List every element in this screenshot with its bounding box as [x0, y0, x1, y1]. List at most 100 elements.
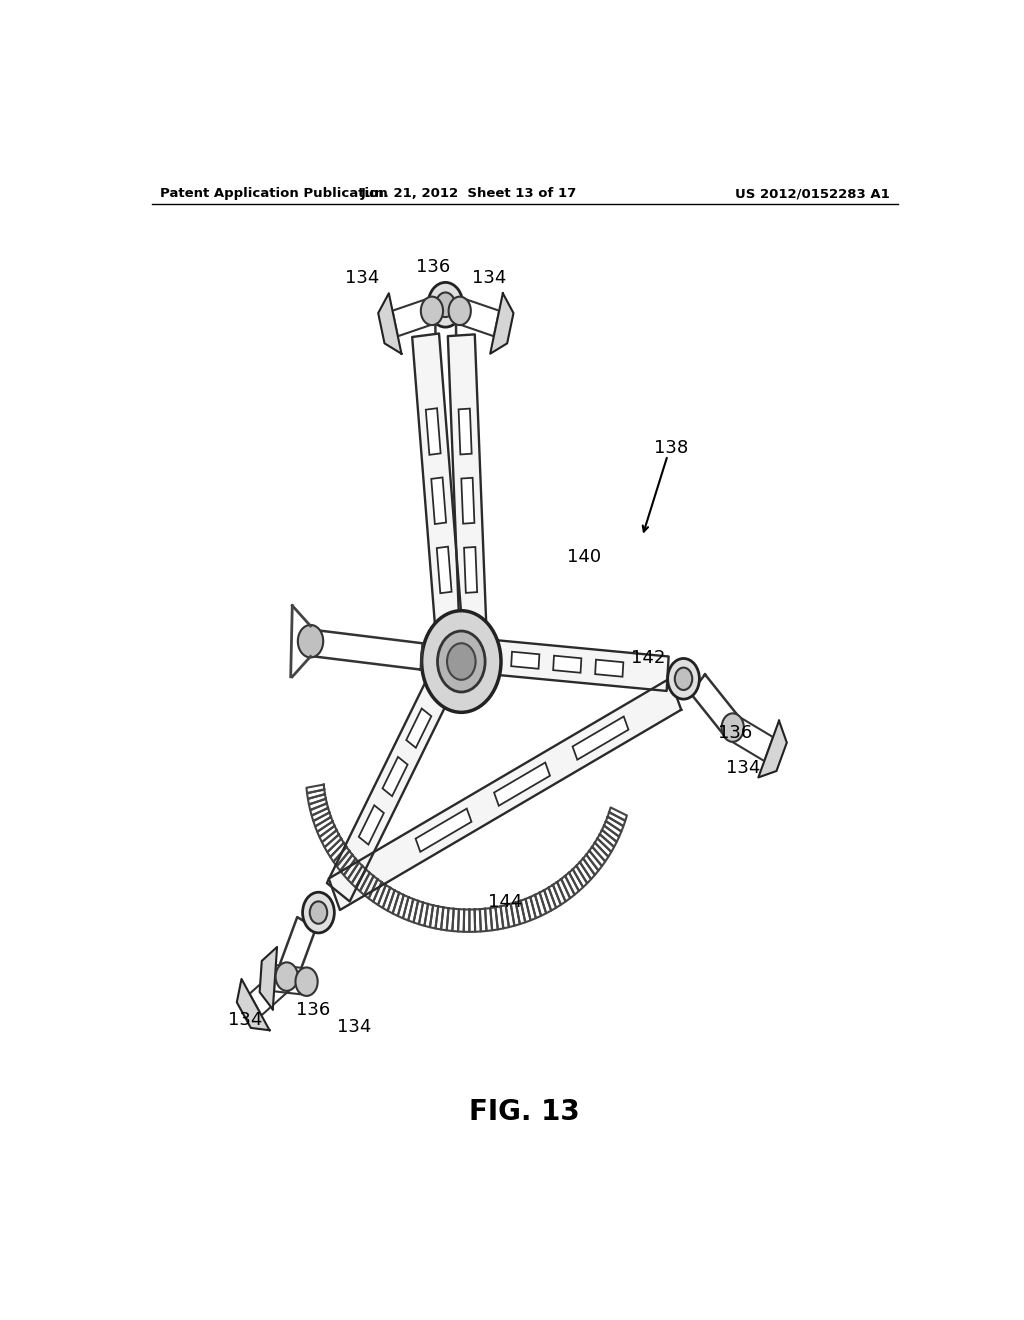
Polygon shape: [583, 854, 598, 875]
Polygon shape: [430, 906, 438, 928]
Polygon shape: [595, 660, 624, 677]
Polygon shape: [278, 917, 315, 982]
Polygon shape: [553, 656, 582, 673]
Polygon shape: [469, 909, 475, 932]
Circle shape: [421, 297, 443, 325]
Polygon shape: [337, 851, 352, 871]
Polygon shape: [506, 904, 514, 927]
Polygon shape: [414, 900, 423, 924]
Polygon shape: [759, 721, 786, 777]
Polygon shape: [586, 850, 602, 870]
Polygon shape: [464, 909, 470, 932]
Text: 136: 136: [296, 1001, 330, 1019]
Text: 134: 134: [337, 1019, 372, 1036]
Text: 144: 144: [487, 894, 522, 911]
Polygon shape: [464, 546, 477, 593]
Circle shape: [668, 659, 699, 700]
Polygon shape: [520, 899, 530, 923]
Polygon shape: [392, 298, 434, 337]
Polygon shape: [325, 834, 341, 851]
Polygon shape: [425, 904, 433, 927]
Polygon shape: [441, 907, 449, 931]
Text: 134: 134: [726, 759, 760, 777]
Polygon shape: [393, 892, 403, 916]
Polygon shape: [525, 896, 536, 920]
Polygon shape: [351, 866, 366, 887]
Circle shape: [447, 643, 475, 680]
Polygon shape: [535, 892, 546, 916]
Polygon shape: [319, 825, 337, 842]
Polygon shape: [398, 895, 409, 919]
Polygon shape: [437, 546, 452, 593]
Polygon shape: [572, 717, 629, 760]
Circle shape: [422, 611, 501, 713]
Text: Patent Application Publication: Patent Application Publication: [160, 187, 387, 201]
Polygon shape: [511, 652, 540, 669]
Text: 138: 138: [654, 440, 689, 457]
Circle shape: [428, 282, 463, 327]
Circle shape: [309, 902, 328, 924]
Polygon shape: [365, 876, 378, 899]
Polygon shape: [340, 854, 355, 875]
Polygon shape: [604, 821, 622, 837]
Polygon shape: [561, 875, 574, 898]
Polygon shape: [378, 884, 390, 908]
Polygon shape: [313, 630, 423, 669]
Polygon shape: [348, 862, 362, 883]
Polygon shape: [383, 756, 408, 796]
Polygon shape: [592, 842, 608, 862]
Polygon shape: [490, 293, 513, 354]
Polygon shape: [409, 899, 418, 923]
Polygon shape: [431, 478, 446, 524]
Polygon shape: [544, 887, 556, 911]
Polygon shape: [413, 334, 463, 638]
Polygon shape: [307, 789, 325, 799]
Text: FIG. 13: FIG. 13: [469, 1098, 581, 1126]
Polygon shape: [459, 409, 472, 454]
Polygon shape: [530, 895, 541, 919]
Circle shape: [722, 713, 743, 742]
Polygon shape: [306, 784, 325, 793]
Polygon shape: [317, 821, 335, 837]
Polygon shape: [494, 763, 550, 805]
Text: 136: 136: [718, 723, 753, 742]
Polygon shape: [484, 639, 669, 690]
Polygon shape: [419, 903, 428, 925]
Polygon shape: [496, 907, 503, 929]
Polygon shape: [600, 830, 616, 846]
Polygon shape: [580, 858, 595, 879]
Polygon shape: [572, 866, 587, 887]
Polygon shape: [569, 869, 583, 891]
Polygon shape: [311, 808, 330, 821]
Polygon shape: [480, 908, 486, 932]
Polygon shape: [485, 908, 493, 931]
Text: 134: 134: [228, 1011, 262, 1030]
Polygon shape: [383, 887, 394, 911]
Polygon shape: [315, 817, 333, 832]
Polygon shape: [355, 870, 370, 891]
Polygon shape: [369, 879, 382, 902]
Polygon shape: [327, 673, 453, 902]
Polygon shape: [446, 908, 454, 931]
Polygon shape: [308, 793, 326, 804]
Circle shape: [675, 668, 692, 690]
Polygon shape: [331, 842, 347, 862]
Polygon shape: [606, 817, 624, 832]
Polygon shape: [358, 805, 384, 845]
Text: 136: 136: [417, 259, 451, 276]
Circle shape: [303, 892, 334, 933]
Polygon shape: [407, 709, 431, 747]
Polygon shape: [511, 903, 520, 925]
Polygon shape: [595, 838, 611, 857]
Polygon shape: [577, 862, 591, 883]
Circle shape: [298, 624, 324, 657]
Circle shape: [296, 968, 317, 995]
Polygon shape: [501, 906, 509, 928]
Polygon shape: [309, 799, 327, 810]
Polygon shape: [374, 882, 386, 906]
Polygon shape: [328, 838, 344, 857]
Polygon shape: [589, 846, 605, 866]
Polygon shape: [237, 979, 269, 1030]
Circle shape: [436, 293, 455, 317]
Text: Jun. 21, 2012  Sheet 13 of 17: Jun. 21, 2012 Sheet 13 of 17: [361, 187, 578, 201]
